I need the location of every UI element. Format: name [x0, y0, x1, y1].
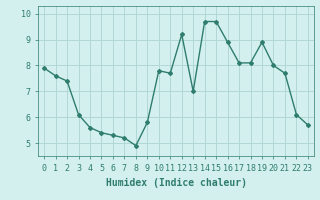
X-axis label: Humidex (Indice chaleur): Humidex (Indice chaleur) [106, 178, 246, 188]
